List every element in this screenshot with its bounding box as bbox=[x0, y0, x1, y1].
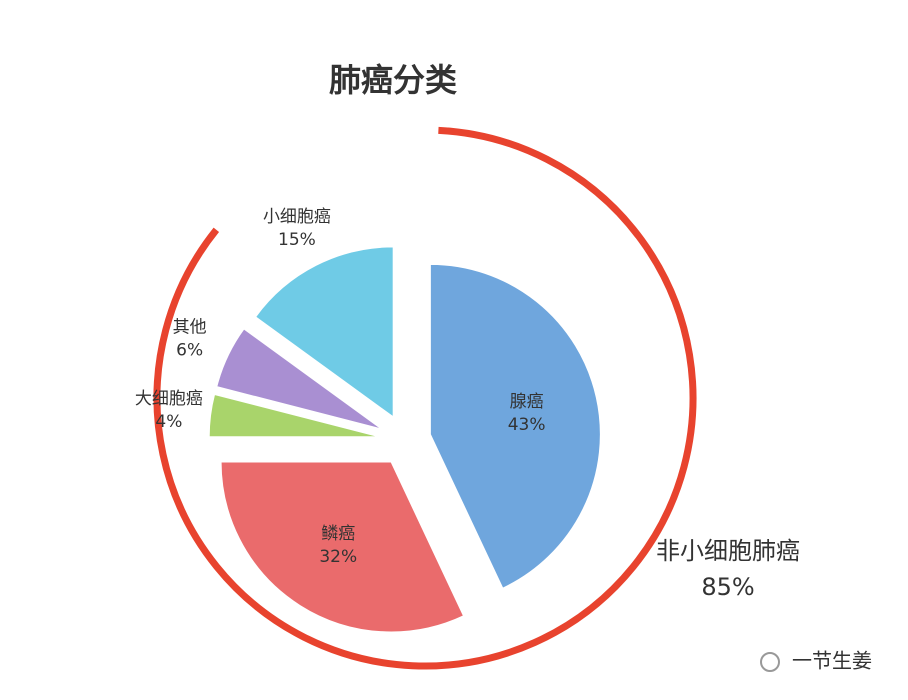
watermark: 一节生姜 bbox=[760, 649, 872, 673]
slice-label: 鳞癌 bbox=[321, 524, 355, 544]
pie-slice bbox=[216, 328, 382, 430]
chart-title: 肺癌分类 bbox=[329, 61, 457, 99]
slice-label: 其他 bbox=[173, 318, 207, 338]
watermark-text: 一节生姜 bbox=[792, 649, 872, 673]
watermark-icon bbox=[760, 652, 780, 672]
slice-value-label: 15% bbox=[278, 230, 316, 250]
slice-label: 大细胞癌 bbox=[135, 389, 203, 409]
slice-value-label: 4% bbox=[155, 412, 182, 432]
slice-value-label: 43% bbox=[508, 415, 546, 435]
group-arc bbox=[153, 126, 697, 670]
group-label: 非小细胞肺癌 bbox=[656, 537, 800, 565]
slice-label: 小细胞癌 bbox=[263, 207, 331, 227]
pie-slice bbox=[208, 393, 380, 438]
slice-value-label: 32% bbox=[319, 547, 357, 567]
slice-value-label: 6% bbox=[176, 341, 203, 361]
pie-slice bbox=[254, 246, 394, 418]
slice-label: 腺癌 bbox=[510, 392, 544, 412]
pie-slice bbox=[429, 263, 601, 589]
pie-slice bbox=[220, 461, 465, 633]
group-value-label: 85% bbox=[701, 573, 754, 601]
